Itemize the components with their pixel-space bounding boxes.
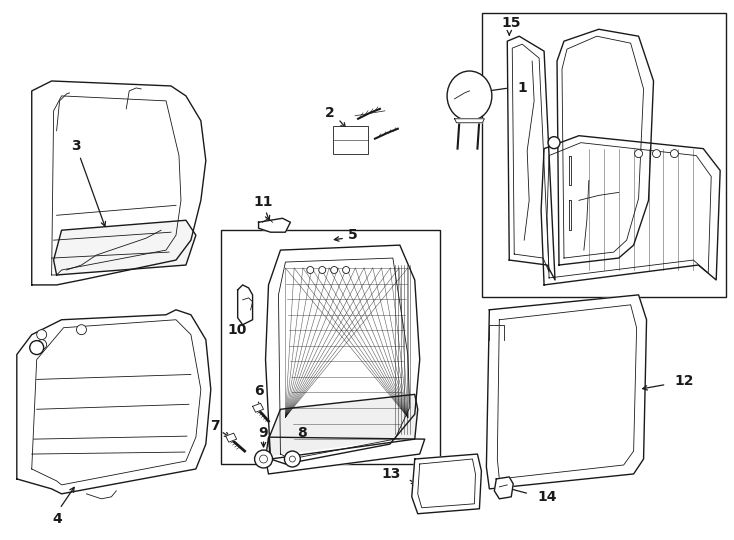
Text: 13: 13 (382, 467, 401, 481)
Polygon shape (252, 403, 264, 412)
Text: 12: 12 (675, 374, 694, 388)
Polygon shape (17, 310, 211, 494)
Circle shape (30, 341, 43, 355)
Polygon shape (412, 454, 482, 514)
Circle shape (653, 150, 661, 158)
Polygon shape (54, 220, 196, 275)
Circle shape (289, 456, 295, 462)
Text: 15: 15 (501, 16, 521, 30)
Circle shape (319, 267, 326, 273)
Circle shape (76, 325, 87, 335)
Circle shape (37, 330, 47, 340)
Circle shape (635, 150, 642, 158)
Polygon shape (258, 218, 291, 232)
Text: 3: 3 (70, 139, 80, 153)
Text: 6: 6 (254, 384, 264, 399)
Text: 8: 8 (297, 426, 308, 440)
Polygon shape (238, 285, 252, 325)
Polygon shape (226, 433, 236, 442)
Circle shape (255, 450, 272, 468)
Polygon shape (541, 136, 720, 285)
Text: 14: 14 (537, 490, 556, 504)
Circle shape (37, 340, 47, 349)
Polygon shape (557, 29, 653, 265)
Circle shape (331, 267, 338, 273)
Polygon shape (454, 119, 484, 123)
Polygon shape (494, 477, 513, 499)
Text: 1: 1 (517, 81, 527, 95)
Text: 5: 5 (348, 228, 358, 242)
Polygon shape (487, 295, 647, 489)
Circle shape (307, 267, 313, 273)
Polygon shape (269, 394, 418, 459)
Text: 7: 7 (210, 419, 219, 433)
Ellipse shape (447, 71, 492, 121)
Circle shape (285, 451, 300, 467)
Text: 11: 11 (254, 195, 273, 210)
Bar (333, 126, 368, 153)
Polygon shape (266, 245, 420, 464)
Text: 9: 9 (258, 426, 269, 440)
Text: 2: 2 (325, 106, 335, 120)
Bar (221, 230, 440, 464)
Circle shape (548, 137, 560, 148)
Text: 10: 10 (227, 323, 247, 337)
Text: 4: 4 (53, 512, 62, 526)
Circle shape (670, 150, 678, 158)
Polygon shape (507, 36, 555, 280)
Circle shape (343, 267, 349, 273)
Polygon shape (266, 437, 425, 474)
Circle shape (260, 455, 267, 463)
Polygon shape (32, 81, 206, 285)
Bar (482, 14, 726, 297)
